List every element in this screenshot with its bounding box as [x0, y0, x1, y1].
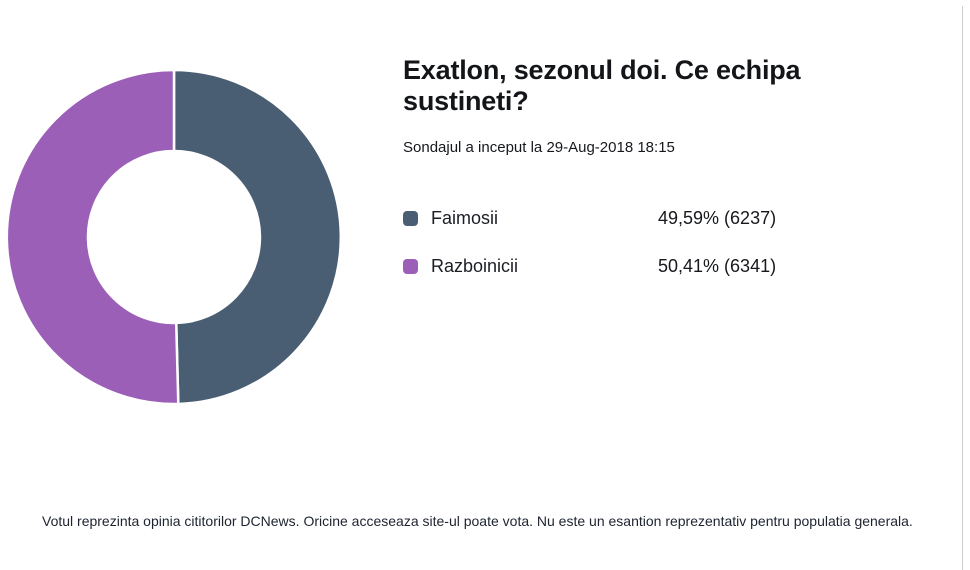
poll-title: Exatlon, sezonul doi. Ce echipa sustinet…	[403, 55, 801, 116]
poll-start-date: Sondajul a inceput la 29-Aug-2018 18:15	[403, 139, 675, 156]
legend-row-razboinicii[interactable]: Razboinicii 50,41% (6341)	[403, 254, 943, 278]
legend-row-faimosii[interactable]: Faimosii 49,59% (6237)	[403, 206, 943, 230]
donut-slice-faimosii[interactable]	[172, 68, 343, 406]
poll-legend: Faimosii 49,59% (6237) Razboinicii 50,41…	[403, 206, 943, 278]
donut-slice-razboinicii[interactable]	[5, 68, 180, 406]
legend-label: Razboinicii	[431, 255, 519, 276]
legend-value: 49,59% (6237)	[658, 207, 777, 228]
donut-chart	[5, 68, 343, 406]
legend-swatch-razboinicii-icon	[403, 258, 418, 274]
poll-content: Exatlon, sezonul doi. Ce echipa sustinet…	[403, 55, 943, 302]
donut-chart-area	[4, 67, 344, 407]
poll-disclaimer: Votul reprezinta opinia cititorilor DCNe…	[42, 513, 913, 529]
page-right-border	[962, 6, 963, 570]
legend-label: Faimosii	[431, 207, 499, 228]
legend-swatch-faimosii-icon	[403, 210, 418, 226]
legend-value: 50,41% (6341)	[658, 255, 777, 276]
